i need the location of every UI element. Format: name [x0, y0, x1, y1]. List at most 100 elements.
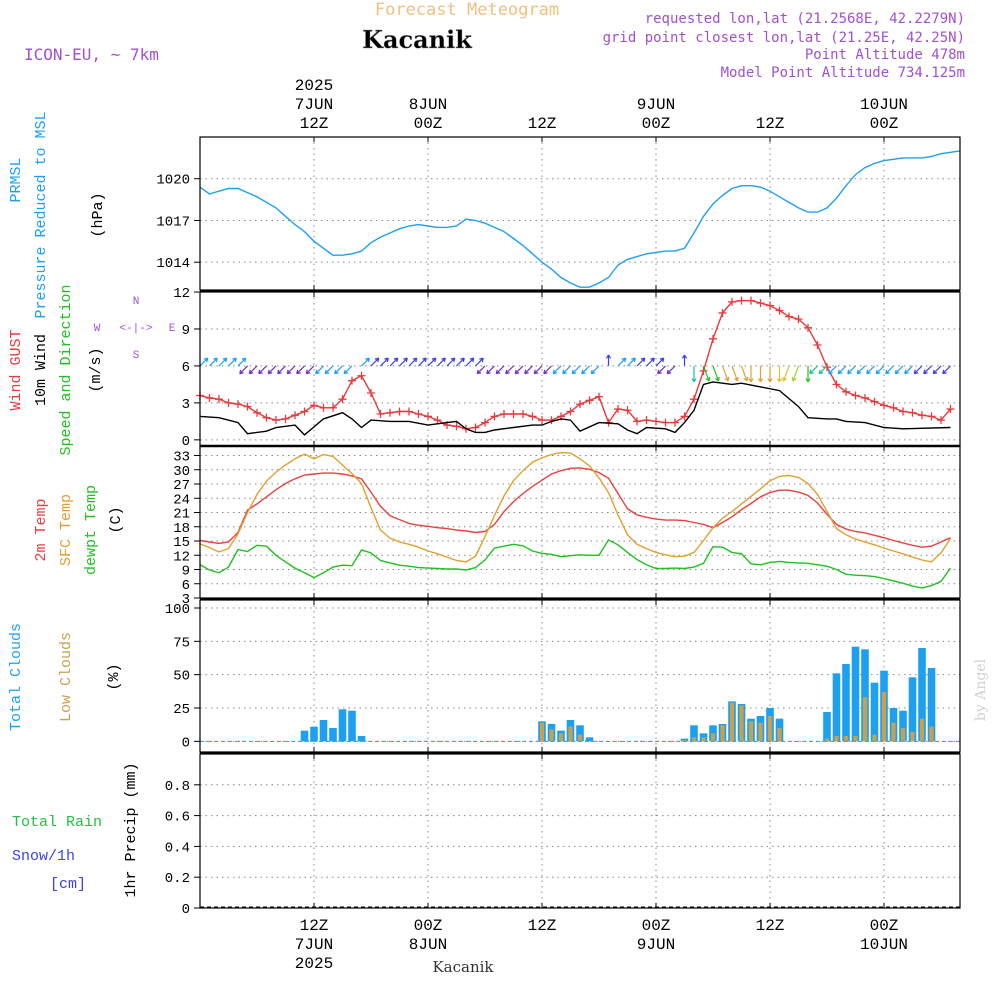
total-cloud-bar — [823, 712, 831, 742]
wind-label: Speed and Direction — [58, 284, 75, 455]
clouds-label: (%) — [106, 663, 123, 690]
bottom-time-label: 00Z — [414, 917, 443, 935]
wind-direction-arrow — [286, 365, 296, 375]
gust-marker — [490, 412, 499, 421]
top-time-label: 00Z — [414, 115, 443, 133]
low-cloud-bar — [549, 729, 554, 742]
wind-direction-arrow — [657, 365, 666, 375]
wind-direction-arrow — [904, 365, 913, 375]
gust-marker — [756, 299, 765, 308]
compass-n: N — [133, 296, 140, 308]
wind-direction-arrow — [389, 357, 399, 367]
pressure-panel: 1014 1017 1020 — [156, 136, 961, 291]
wind-direction-arrow — [505, 365, 514, 375]
low-cloud-bar — [691, 737, 697, 742]
wind-direction-arrow — [315, 365, 324, 375]
credit-watermark: by Angel — [973, 658, 989, 721]
gust-marker — [661, 418, 670, 427]
bottom-time-label: 2025 — [295, 955, 333, 973]
precip-axis-label: 1hr Precip (mm) — [123, 762, 140, 897]
precip-panel: 0 0.2 0.4 0.6 0.8 — [165, 753, 961, 918]
wind-direction-arrow — [875, 365, 885, 375]
top-time-label: 00Z — [870, 115, 899, 133]
gust-marker — [899, 407, 907, 416]
point-altitude: Point Altitude 478m — [805, 47, 965, 63]
top-time-label: 2025 — [295, 77, 333, 95]
wind-direction-arrow — [655, 357, 665, 367]
footer-location: Kacanik — [432, 958, 494, 976]
wind-direction-arrow — [334, 365, 343, 375]
wind-direction-arrow — [809, 365, 818, 375]
gust-marker — [680, 412, 689, 421]
y-tick-label: 1017 — [156, 214, 190, 230]
top-time-label: 7JUN — [295, 96, 333, 114]
gust-marker — [481, 418, 489, 427]
wind-direction-arrow — [324, 365, 334, 375]
requested-coordinates: requested lon,lat (21.2568E, 42.2279N) — [645, 11, 965, 27]
gust-marker — [224, 398, 233, 407]
low-cloud-bar — [701, 737, 706, 742]
10m-wind-line — [199, 381, 951, 436]
gust-marker — [832, 380, 841, 389]
gust-marker — [823, 363, 831, 372]
gust-marker — [870, 397, 879, 406]
gust-marker — [861, 393, 869, 402]
total-cloud-bar — [842, 664, 850, 742]
gust-marker — [234, 400, 242, 409]
temp-label: dewpt Temp — [83, 485, 100, 575]
wind-direction-arrow — [277, 365, 286, 375]
wind-direction-arrow — [757, 365, 764, 383]
gust-marker — [319, 403, 328, 412]
top-time-label: 12Z — [300, 115, 329, 133]
temp-label: SFC Temp — [58, 494, 75, 566]
gust-marker — [272, 416, 280, 425]
low-cloud-bar — [843, 736, 849, 742]
wind-panel: 0 3 6 9 12 — [173, 286, 961, 450]
wind-direction-arrow — [209, 357, 218, 367]
bottom-time-label: 7JUN — [295, 936, 333, 954]
low-cloud-bar — [900, 728, 906, 742]
wind-direction-arrow — [361, 357, 370, 367]
total-cloud-bar — [918, 648, 926, 742]
pressure-label: Pressure Reduced to MSL — [33, 111, 50, 318]
total-cloud-bar — [576, 725, 584, 742]
top-time-label: 9JUN — [637, 96, 675, 114]
wind-direction-arrow — [533, 365, 543, 375]
wind-direction-arrow — [828, 365, 837, 375]
y-tick-label: 12 — [173, 286, 190, 302]
y-tick-label: 0 — [182, 902, 190, 918]
low-cloud-bar — [739, 705, 744, 742]
y-tick-label: 18 — [173, 521, 190, 537]
y-tick-label: 1020 — [156, 173, 190, 189]
gust-marker — [728, 297, 736, 306]
dewpt-temp-line — [199, 539, 952, 589]
total-cloud-bar — [832, 673, 841, 742]
low-cloud-bar — [919, 718, 925, 742]
pressure-label: (hPa) — [90, 192, 107, 237]
wind-gust-line — [199, 299, 952, 430]
gust-marker — [946, 405, 955, 414]
gust-marker — [300, 407, 309, 416]
wind-direction-arrow — [399, 357, 408, 367]
gust-marker — [338, 395, 347, 404]
gust-marker — [699, 366, 708, 375]
gust-marker — [414, 409, 423, 418]
low-cloud-bar — [539, 722, 545, 742]
location-title: Kacanik — [362, 25, 473, 54]
wind-direction-arrow — [237, 357, 247, 367]
y-tick-label: 24 — [173, 492, 190, 508]
low-cloud-bar — [891, 722, 896, 742]
wind-direction-arrow — [571, 365, 581, 375]
gust-marker — [880, 401, 888, 410]
y-tick-label: 9 — [182, 564, 190, 580]
gust-marker — [433, 416, 442, 425]
gust-marker — [509, 409, 518, 418]
gust-marker — [528, 412, 537, 421]
temp-label: 2m Temp — [33, 498, 50, 561]
gust-marker — [652, 417, 660, 426]
wind-direction-arrow — [856, 365, 866, 375]
low-cloud-bar — [872, 734, 877, 742]
y-tick-label: 0 — [182, 434, 190, 450]
